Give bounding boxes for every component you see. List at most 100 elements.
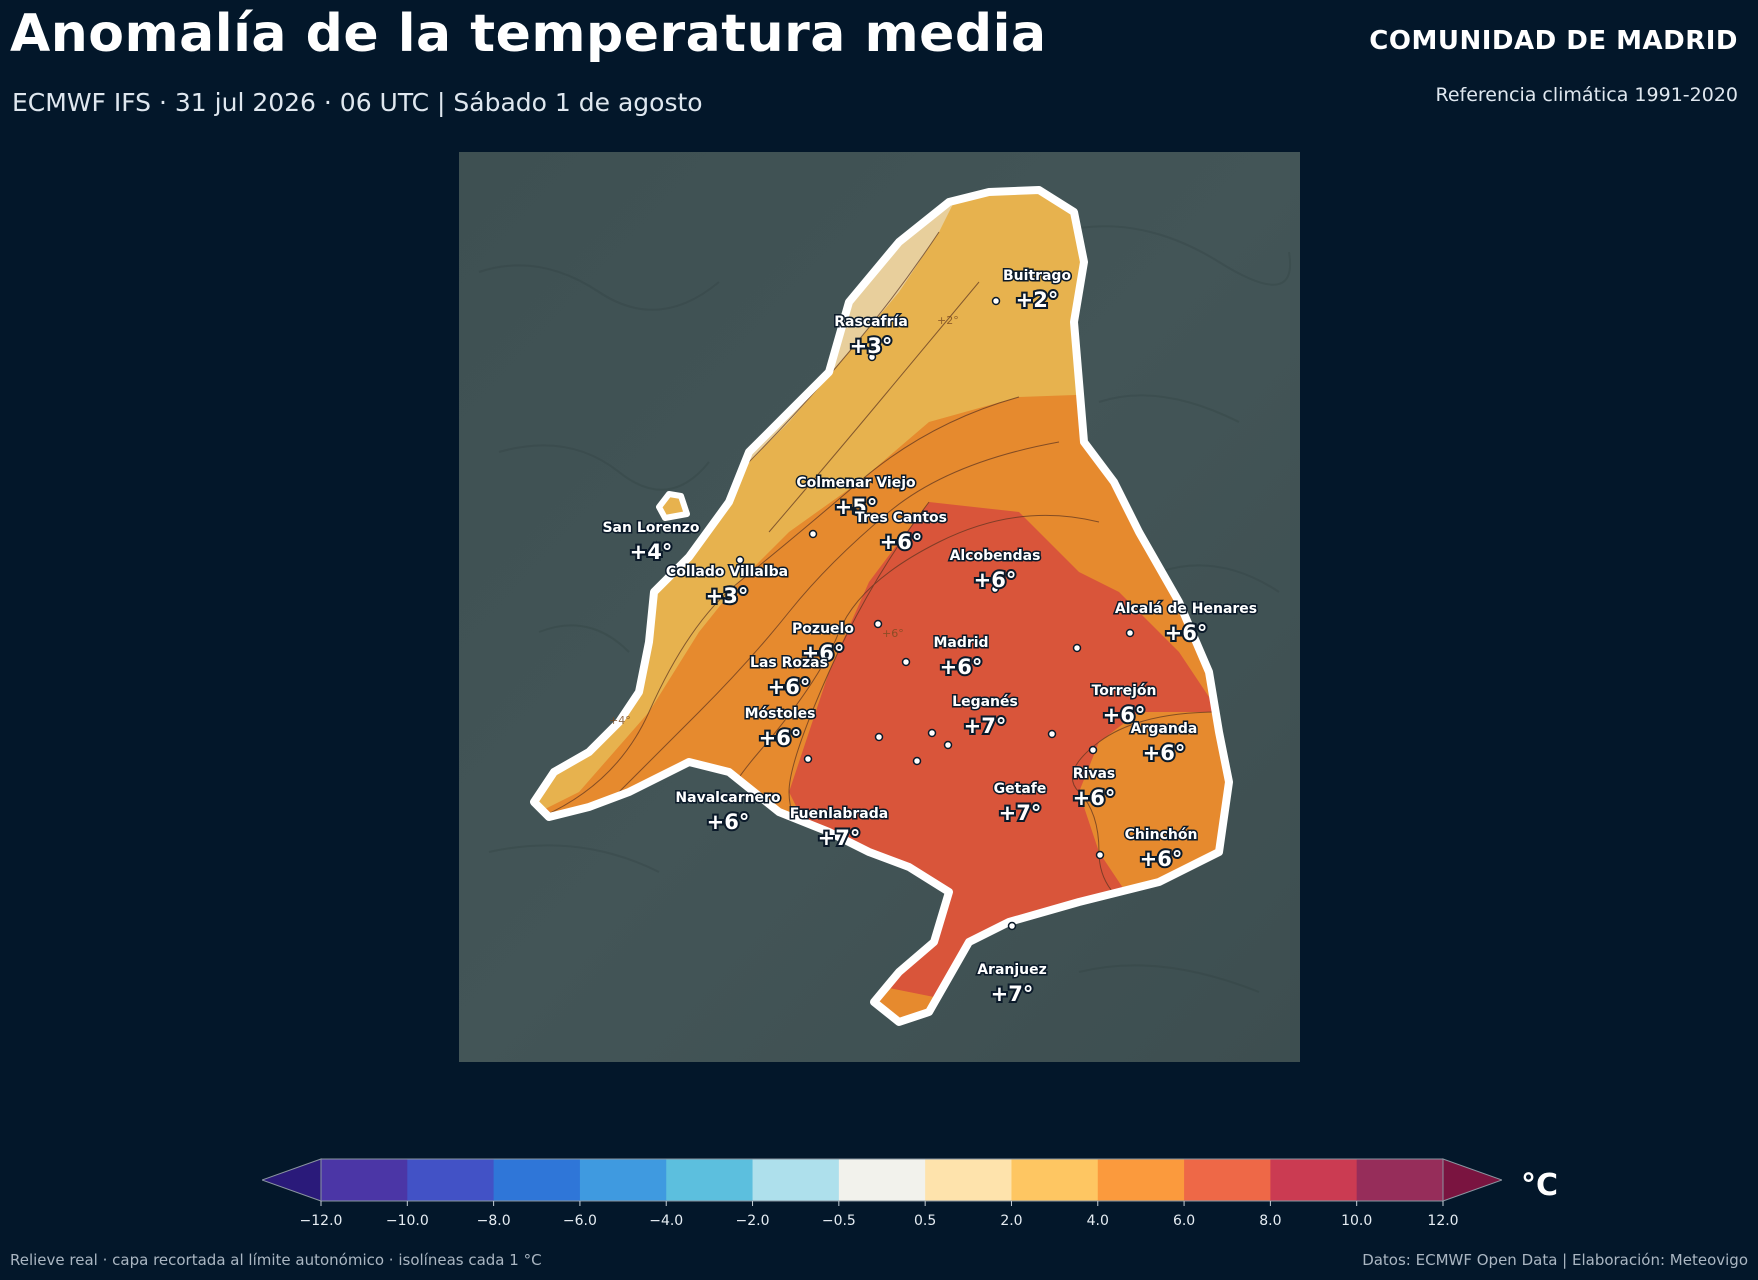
city-anomaly: +6°	[1140, 847, 1183, 871]
colorbar-segment	[1097, 1159, 1185, 1201]
forecast-subtitle: ECMWF IFS · 31 jul 2026 · 06 UTC | Sábad…	[12, 88, 703, 117]
city-anomaly: +5°	[835, 495, 878, 519]
colorbar-segment	[1184, 1159, 1271, 1201]
city-marker	[1072, 643, 1082, 653]
city-name: Alcobendas	[950, 548, 1041, 564]
region-name: COMUNIDAD DE MADRID	[1369, 26, 1738, 56]
city-anomaly: +6°	[707, 810, 750, 834]
colorbar-tick-label: −10.0	[386, 1213, 429, 1229]
city-marker	[874, 732, 884, 742]
city-marker	[943, 740, 953, 750]
relief-texture	[478, 225, 1292, 993]
city-anomaly: +6°	[940, 655, 983, 679]
city-anomaly: +6°	[802, 641, 845, 665]
footer-method-note: Relieve real · capa recortada al límite …	[10, 1251, 542, 1269]
city-anomaly: +3°	[850, 334, 893, 358]
city-name: Leganés	[952, 694, 1018, 710]
city-marker	[873, 619, 883, 629]
city-anomaly: +6°	[880, 530, 923, 554]
colorbar-segments	[320, 1158, 1444, 1202]
city-anomaly: +6°	[759, 726, 802, 750]
city-name: Rivas	[1073, 766, 1116, 782]
city-anomaly: +7°	[999, 801, 1042, 825]
colorbar-tick-label: 0.5	[914, 1213, 936, 1229]
city-marker	[735, 555, 745, 565]
city-marker	[990, 584, 1000, 594]
colorbar-canvas: −12.0 −10.0 −8.0 −6.0 −4.0 −2.0 −0.5 0.5 2.0 4.0 6…	[260, 1158, 1504, 1229]
city-name: Buitrago	[1003, 268, 1072, 284]
city-anomaly: +6°	[1073, 786, 1116, 810]
colorbar-segment	[925, 1159, 1012, 1201]
city-anomaly: +6°	[974, 568, 1017, 592]
colorbar-high-extend	[1442, 1158, 1504, 1202]
colorbar-tick-label: 8.0	[1259, 1213, 1281, 1229]
colorbar-tick-label: 10.0	[1341, 1213, 1372, 1229]
city-marker	[901, 657, 911, 667]
colorbar-low-extend	[260, 1158, 322, 1202]
colorbar-segment	[752, 1159, 840, 1201]
colorbar-tick-label: −6.0	[563, 1213, 597, 1229]
city-name: Colmenar Viejo	[796, 475, 916, 491]
city-anomaly: +6°	[1143, 741, 1186, 765]
enclave-boundary	[656, 491, 690, 521]
colorbar-ticks: −12.0 −10.0 −8.0 −6.0 −4.0 −2.0 −0.5 0.5 2.0 4.0 6…	[300, 1201, 1459, 1229]
city-marker	[991, 296, 1001, 306]
city-marker	[927, 728, 937, 738]
colorbar-unit: °C	[1521, 1168, 1559, 1203]
footer-credits: Datos: ECMWF Open Data | Elaboración: Me…	[1362, 1251, 1748, 1269]
city-anomaly: +3°	[706, 584, 749, 608]
city-marker	[1088, 745, 1098, 755]
city-name: Collado Villalba	[666, 564, 788, 580]
colorbar-segment	[666, 1159, 754, 1201]
colorbar-tick-label: −8.0	[477, 1213, 511, 1229]
city-name: Móstoles	[745, 706, 816, 722]
city-marker	[808, 529, 818, 539]
colorbar-tick-label: 12.0	[1427, 1213, 1458, 1229]
colorbar-segment	[1270, 1159, 1358, 1201]
city-anomaly: +7°	[818, 826, 861, 850]
city-marker	[867, 352, 877, 362]
colorbar-segment	[407, 1159, 495, 1201]
city-name: Fuenlabrada	[790, 806, 888, 822]
city-anomaly: +6°	[1103, 703, 1146, 727]
colorbar-border	[320, 1158, 1444, 1202]
colorbar-segment	[1011, 1159, 1099, 1201]
anomaly-map: +2° +6° +4° Buitrago +2° Rasca	[459, 152, 1300, 1062]
city-labels: Buitrago +2° Rascafría +3° Colmenar Viej…	[601, 267, 1259, 1009]
city-anomaly: +7°	[964, 714, 1007, 738]
page-title: Anomalía de la temperatura media	[10, 4, 1047, 64]
colorbar: −12.0 −10.0 −8.0 −6.0 −4.0 −2.0 −0.5 0.5 2.0 4.0 6…	[260, 1157, 1504, 1247]
colorbar-segment	[1356, 1159, 1444, 1201]
colorbar-segment	[579, 1159, 667, 1201]
colorbar-segment	[321, 1159, 408, 1201]
map-canvas: +2° +6° +4° Buitrago +2° Rasca	[459, 152, 1300, 1062]
city-anomaly: +4°	[630, 540, 673, 564]
colorbar-tick-label: 4.0	[1087, 1213, 1109, 1229]
city-name: Torrejón	[1092, 683, 1157, 699]
colorbar-tick-label: −0.5	[822, 1213, 856, 1229]
colorbar-tick-label: −4.0	[649, 1213, 683, 1229]
colorbar-tick-label: 2.0	[1000, 1213, 1022, 1229]
city-name: Las Rozas	[750, 655, 828, 671]
city-anomaly: +2°	[1016, 288, 1059, 312]
city-name: Arganda	[1131, 721, 1198, 737]
city-marker	[1047, 729, 1057, 739]
city-anomaly: +7°	[991, 982, 1034, 1006]
city-name: Rascafría	[834, 314, 908, 330]
city-markers	[735, 296, 1135, 931]
colorbar-segment	[838, 1159, 926, 1201]
city-marker	[1095, 850, 1105, 860]
city-name: Aranjuez	[977, 962, 1047, 978]
city-name: Chinchón	[1125, 827, 1198, 843]
city-name: Pozuelo	[792, 621, 854, 637]
city-name: Getafe	[994, 781, 1047, 797]
colorbar-segment	[493, 1159, 581, 1201]
city-name: Navalcarnero	[675, 790, 781, 806]
city-name: Alcalá de Henares	[1115, 601, 1257, 617]
isoline-label: +4°	[609, 714, 631, 727]
city-marker	[1125, 628, 1135, 638]
colorbar-tick-label: −2.0	[736, 1213, 770, 1229]
isoline-label: +6°	[882, 627, 904, 640]
city-name: San Lorenzo	[602, 520, 699, 536]
climate-reference: Referencia climática 1991-2020	[1435, 84, 1738, 106]
